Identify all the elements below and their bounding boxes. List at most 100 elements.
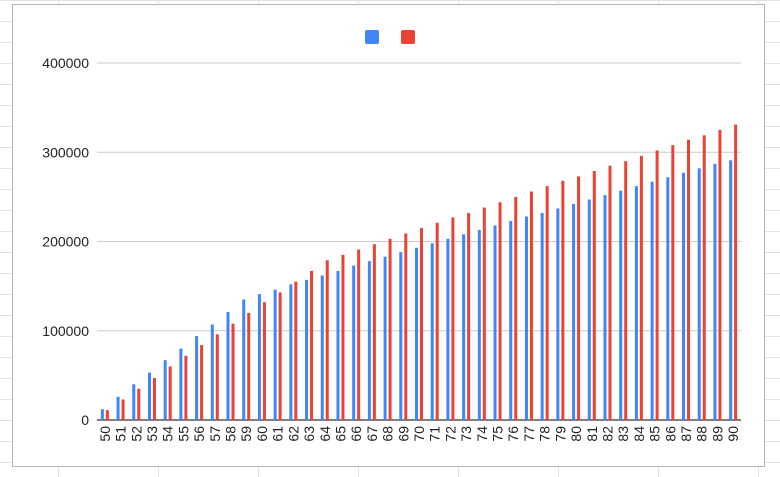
bar-series-1 — [163, 360, 167, 420]
legend-item-series-2 — [401, 30, 415, 44]
x-tick-label: 62 — [285, 426, 301, 442]
x-tick-label: 56 — [191, 426, 207, 442]
bar-series-2 — [420, 228, 423, 420]
bar-series-2 — [655, 150, 659, 420]
bar-series-2 — [137, 388, 141, 420]
bar-series-1 — [289, 284, 293, 420]
legend-swatch-series-2 — [401, 30, 415, 44]
bar-series-1 — [634, 186, 638, 420]
bar-series-2 — [435, 222, 439, 420]
bar-series-2 — [388, 238, 392, 420]
x-tick-label: 57 — [207, 426, 223, 442]
bar-series-2 — [341, 254, 345, 420]
x-tick-label: 74 — [474, 426, 490, 442]
x-tick-label: 83 — [615, 426, 631, 442]
bar-series-2 — [168, 366, 172, 420]
bar-series-2 — [734, 124, 738, 421]
bar-series-2 — [577, 176, 581, 420]
bar-series-1 — [116, 396, 120, 420]
bar-series-2 — [608, 165, 612, 420]
bar-series-2 — [561, 180, 565, 420]
x-tick-label: 63 — [301, 426, 317, 442]
bar-series-2 — [357, 249, 361, 420]
bar-series-2 — [231, 323, 235, 420]
x-tick-label: 70 — [411, 426, 427, 442]
x-tick-label: 78 — [537, 426, 553, 442]
bar-series-1 — [179, 348, 183, 420]
bar-series-2 — [467, 212, 471, 420]
bar-series-2 — [325, 260, 329, 420]
bar-series-1 — [477, 229, 481, 420]
bar-series-1 — [603, 195, 607, 420]
bar-series-1 — [524, 216, 528, 420]
x-tick-label: 82 — [599, 426, 615, 442]
bar-series-2 — [529, 191, 533, 420]
bar-series-1 — [540, 212, 544, 420]
bar-series-2 — [372, 244, 376, 420]
x-tick-label: 72 — [442, 426, 458, 442]
bar-series-2 — [639, 155, 643, 420]
x-tick-label: 81 — [584, 426, 600, 442]
bar-series-1 — [305, 279, 309, 420]
bar-series-1 — [729, 160, 733, 420]
bar-series-1 — [462, 234, 466, 420]
x-tick-label: 86 — [662, 426, 678, 442]
bar-series-1 — [682, 172, 686, 420]
bar-series-1 — [556, 208, 560, 420]
bar-series-1 — [273, 289, 277, 420]
bar-series-1 — [697, 168, 701, 420]
x-tick-label: 80 — [568, 426, 584, 442]
legend-swatch-series-1 — [365, 30, 379, 44]
x-tick-label: 77 — [521, 426, 537, 442]
x-tick-label: 59 — [238, 426, 254, 442]
x-tick-label: 87 — [678, 426, 694, 442]
bar-series-2 — [671, 145, 675, 421]
bar-series-2 — [121, 399, 125, 420]
x-tick-label: 61 — [270, 426, 286, 442]
bar-series-1 — [336, 270, 340, 420]
bar-series-2 — [592, 170, 596, 420]
bar-series-1 — [619, 190, 623, 420]
bar-series-2 — [247, 312, 251, 420]
x-tick-label: 73 — [458, 426, 474, 442]
x-tick-label: 52 — [128, 426, 144, 442]
bar-series-1 — [242, 299, 246, 420]
x-tick-label: 53 — [144, 426, 160, 442]
x-tick-label: 88 — [694, 426, 710, 442]
bar-series-1 — [320, 275, 324, 420]
bar-series-1 — [100, 409, 104, 420]
bar-series-1 — [195, 336, 199, 420]
bar-series-2 — [702, 135, 706, 421]
x-tick-label: 50 — [97, 426, 113, 442]
bar-series-1 — [147, 372, 151, 420]
x-tick-label: 60 — [254, 426, 270, 442]
x-tick-label: 79 — [552, 426, 568, 442]
bar-series-1 — [446, 238, 450, 420]
bar-series-1 — [367, 261, 371, 420]
x-tick-label: 54 — [160, 426, 176, 442]
x-tick-label: 75 — [490, 426, 506, 442]
bar-series-2 — [718, 129, 722, 420]
bar-series-1 — [210, 324, 214, 420]
bar-series-2 — [514, 196, 518, 420]
x-tick-label: 68 — [380, 426, 396, 442]
bar-series-1 — [509, 220, 513, 420]
bar-series-2 — [404, 233, 408, 420]
y-tick-label: 400000 — [42, 55, 89, 71]
x-tick-label: 55 — [175, 426, 191, 442]
x-tick-label: 89 — [709, 426, 725, 442]
bar-series-2 — [105, 410, 109, 420]
bar-series-1 — [587, 199, 591, 420]
bar-series-2 — [184, 355, 188, 420]
y-tick-label: 300000 — [42, 144, 89, 160]
bar-series-2 — [498, 202, 502, 420]
bar-series-1 — [399, 252, 403, 420]
x-tick-label: 67 — [364, 426, 380, 442]
bar-series-1 — [666, 177, 670, 420]
bar-series-2 — [215, 334, 219, 420]
bar-series-2 — [200, 345, 204, 420]
bar-series-2 — [624, 161, 628, 421]
bar-series-2 — [152, 378, 156, 420]
x-tick-label: 84 — [631, 426, 647, 442]
